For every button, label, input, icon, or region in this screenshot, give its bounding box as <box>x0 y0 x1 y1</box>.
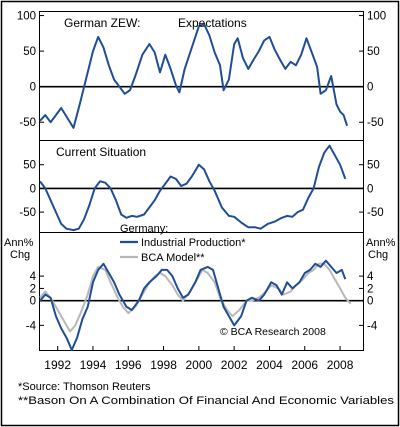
x-tick-label: 2004 <box>256 358 283 372</box>
y-tick-label-left: 100 <box>17 11 36 23</box>
y-tick-label-left: 50 <box>23 46 36 58</box>
x-tick-label: 2000 <box>186 358 213 372</box>
y-tick-label-right: -50 <box>367 207 384 219</box>
y-axis-ticks: 4 42 20 0-4 -4 <box>26 271 378 332</box>
y-tick-label-left: 50 <box>23 160 36 172</box>
y-tick-label-right: 0 <box>367 183 373 195</box>
ylabel-right-line2: Chg <box>368 249 388 261</box>
y-tick-label-right: 2 <box>367 283 373 295</box>
y-axis-ticks: 100 100 50 50 0 0 -50 -50 <box>17 11 386 130</box>
x-tick-label: 1994 <box>80 358 107 372</box>
ylabel-right-line1: Ann% <box>366 237 396 249</box>
y-tick-label-right: 0 <box>367 296 373 308</box>
panel-expectations: 100 100 50 50 0 0 -50 -50 German ZEW: Expectati… <box>17 11 386 141</box>
panel-title: Current Situation <box>56 145 146 159</box>
x-axis-labels: 1992 1994 1996 1998 2000 2002 2004 2006 2008 <box>44 358 353 372</box>
y-tick-label-right: 50 <box>367 160 380 172</box>
panel-current-situation: 50 50 0 0 -50 -50 Current Situation <box>19 140 384 233</box>
source-note: *Source: Thomson Reuters <box>18 381 151 393</box>
x-tick-label: 2002 <box>221 358 248 372</box>
ylabel-left-line2: Chg <box>10 249 30 261</box>
series-line-current-situation <box>39 144 347 232</box>
panel-subtitle: Expectations <box>178 16 247 30</box>
y-tick-label-right: 0 <box>367 82 373 94</box>
y-tick-label-left: 0 <box>30 296 36 308</box>
ylabel-left-line1: Ann% <box>4 237 34 249</box>
y-tick-label-right: 50 <box>367 46 380 58</box>
y-axis-ticks: 50 50 0 0 -50 -50 <box>19 160 383 219</box>
copyright-annotation: © BCA Research 2008 <box>220 326 326 338</box>
x-tick-label: 1998 <box>150 358 177 372</box>
panel-title: German ZEW: <box>64 16 140 30</box>
legend-title: Germany: <box>120 223 168 235</box>
y-tick-label-left: 4 <box>30 271 37 283</box>
y-tick-label-right: 100 <box>367 11 386 23</box>
y-tick-label-left: 0 <box>30 82 36 94</box>
y-tick-label-left: -50 <box>19 117 36 129</box>
x-tick-label: 2008 <box>327 358 354 372</box>
y-tick-label-right: -50 <box>367 117 384 129</box>
legend-label-industrial-production: Industrial Production* <box>141 237 246 249</box>
y-tick-label-left: 2 <box>30 283 36 295</box>
x-tick-label: 1996 <box>115 358 142 372</box>
panel-industrial-production: 4 42 20 0-4 -4 Ann% Chg Ann% Chg Germany: In… <box>4 223 396 351</box>
model-footnote: **Bason On A Combination Of Financial An… <box>18 395 395 407</box>
y-tick-label-left: -4 <box>26 320 37 332</box>
x-axis-ticks <box>57 346 341 350</box>
legend-label-bca-model: BCA Model** <box>141 252 205 264</box>
series-line-zew-expectations <box>39 23 349 129</box>
x-tick-label: 1992 <box>44 358 71 372</box>
y-tick-label-left: 0 <box>30 183 36 195</box>
series-line-industrial-production <box>39 259 347 351</box>
y-tick-label-left: -50 <box>19 207 36 219</box>
x-tick-label: 2006 <box>291 358 318 372</box>
legend: Germany: Industrial Production* BCA Mode… <box>120 223 246 264</box>
panel-expectations-border <box>39 11 364 141</box>
y-tick-label-right: 4 <box>367 271 374 283</box>
panel-ip-border <box>39 232 364 351</box>
y-tick-label-right: -4 <box>367 320 378 332</box>
